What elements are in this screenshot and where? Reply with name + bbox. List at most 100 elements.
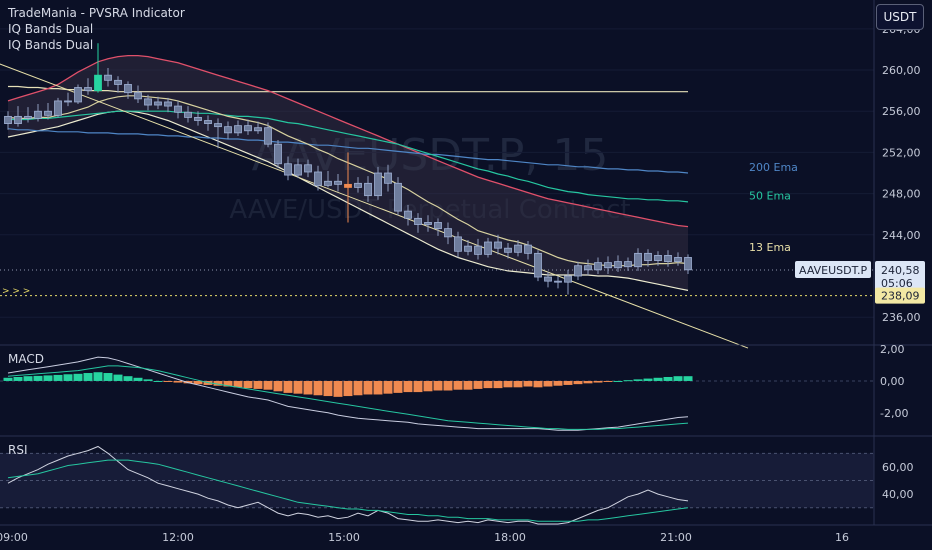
macd-bar-26 [263, 380, 273, 390]
price-pane[interactable]: > > > [0, 28, 874, 349]
rsi-line [7, 445, 689, 525]
price-tick-5: 244,00 [882, 229, 921, 242]
price-tick-6: 236,00 [882, 311, 921, 324]
candle-body-53 [534, 252, 542, 278]
indicator-pvsra-label[interactable]: TradeMania - PVSRA Indicator [8, 6, 185, 20]
macd-bar-49 [493, 380, 503, 389]
macd-bar-24 [243, 380, 253, 389]
candle-body-26 [264, 127, 272, 145]
macd-bar-8 [83, 373, 93, 381]
ema-label-1: 50 Ema [749, 190, 791, 203]
candle-body-38 [384, 172, 392, 184]
macd-bar-53 [533, 380, 543, 388]
ema-label-0: 200 Ema [749, 161, 798, 174]
macd-pane[interactable] [0, 356, 874, 431]
candle-body-68 [684, 257, 692, 271]
macd-bar-25 [253, 380, 263, 389]
macd-axis[interactable]: 2,00 0,00 -2,00 [880, 343, 908, 420]
symbol-tag: AAVEUSDT.P [799, 264, 868, 277]
candle-body-31 [314, 171, 322, 186]
macd-bar-48 [483, 380, 493, 389]
macd-bar-42 [423, 380, 433, 392]
candle-body-7 [74, 87, 82, 103]
candle-body-66 [664, 255, 672, 262]
macd-bar-68 [683, 376, 693, 381]
candle-body-45 [454, 236, 462, 252]
ema50-line [8, 110, 689, 203]
macd-tick-1: 0,00 [880, 375, 905, 388]
time-label-2: 15:00 [328, 531, 360, 544]
level-marker: > > > [2, 287, 30, 297]
candle-body-42 [424, 222, 432, 225]
time-label-1: 12:00 [162, 531, 194, 544]
candle-body-14 [144, 98, 152, 106]
macd-bar-34 [343, 380, 353, 397]
current-price-tag: 240,58 [881, 264, 920, 277]
candle-body-55 [554, 280, 562, 283]
level-tag-bg [875, 287, 925, 304]
macd-bar-54 [543, 380, 553, 387]
macd-bar-7 [73, 373, 83, 381]
macd-bar-29 [293, 380, 303, 394]
candle-body-34 [344, 183, 352, 188]
candle-body-8 [84, 87, 92, 92]
candle-body-6 [64, 100, 72, 103]
price-tick-1: 260,00 [882, 64, 921, 77]
macd-bar-36 [363, 380, 373, 395]
candle-body-51 [514, 244, 522, 253]
price-candles[interactable] [4, 43, 692, 295]
macd-bar-12 [123, 376, 133, 381]
time-axis[interactable]: 09:00 12:00 15:00 18:00 21:00 16 [0, 531, 849, 544]
candle-body-67 [674, 257, 682, 262]
macd-title: MACD [8, 352, 44, 366]
watermark-subtitle: AAVE/USDT Perpetual Contract [229, 195, 630, 225]
candle-body-0 [4, 115, 12, 124]
macd-bar-47 [473, 380, 483, 389]
candle-body-27 [274, 143, 282, 165]
macd-signal-line [7, 365, 689, 430]
macd-bar-44 [443, 380, 453, 391]
candle-body-15 [154, 101, 162, 106]
macd-bar-41 [413, 380, 423, 393]
rsi-pane[interactable] [0, 445, 874, 525]
macd-bar-11 [113, 374, 123, 381]
candle-body-28 [284, 163, 292, 176]
macd-bar-22 [223, 380, 233, 387]
current-price-tag-bg [875, 261, 925, 292]
candle-body-64 [644, 252, 652, 261]
candle-body-49 [494, 241, 502, 249]
macd-bar-50 [503, 380, 513, 388]
band-outer-upper-line [8, 85, 688, 93]
candle-body-19 [194, 117, 202, 121]
time-label-4: 21:00 [660, 531, 692, 544]
rsi-axis[interactable]: 60,00 40,00 [882, 461, 914, 501]
candle-body-59 [594, 262, 602, 271]
candle-body-44 [444, 228, 452, 238]
indicator-iq-bands-label-1[interactable]: IQ Bands Dual [8, 22, 94, 36]
candle-body-63 [634, 252, 642, 268]
macd-line [7, 356, 689, 431]
macd-bar-61 [613, 380, 623, 382]
candle-body-47 [474, 245, 482, 255]
macd-bar-51 [513, 380, 523, 388]
price-axis[interactable]: 264,00260,00256,00252,00248,00244,00236,… [882, 23, 921, 324]
candle-body-5 [54, 100, 62, 116]
macd-bar-43 [433, 380, 443, 391]
time-label-3: 18:00 [494, 531, 526, 544]
macd-bar-6 [63, 374, 73, 381]
candle-body-57 [574, 265, 582, 277]
candle-body-43 [434, 222, 442, 230]
time-label-5: 16 [835, 531, 849, 544]
currency-button[interactable]: USDT [876, 4, 924, 30]
candle-body-9 [94, 74, 102, 92]
candle-body-21 [214, 123, 222, 128]
indicator-iq-bands-label-2[interactable]: IQ Bands Dual [8, 38, 94, 52]
macd-bar-63 [633, 379, 643, 381]
candle-body-52 [524, 244, 532, 254]
candle-body-30 [304, 164, 312, 173]
candle-body-13 [134, 92, 142, 100]
candle-body-4 [44, 110, 52, 116]
candle-body-39 [394, 182, 402, 212]
